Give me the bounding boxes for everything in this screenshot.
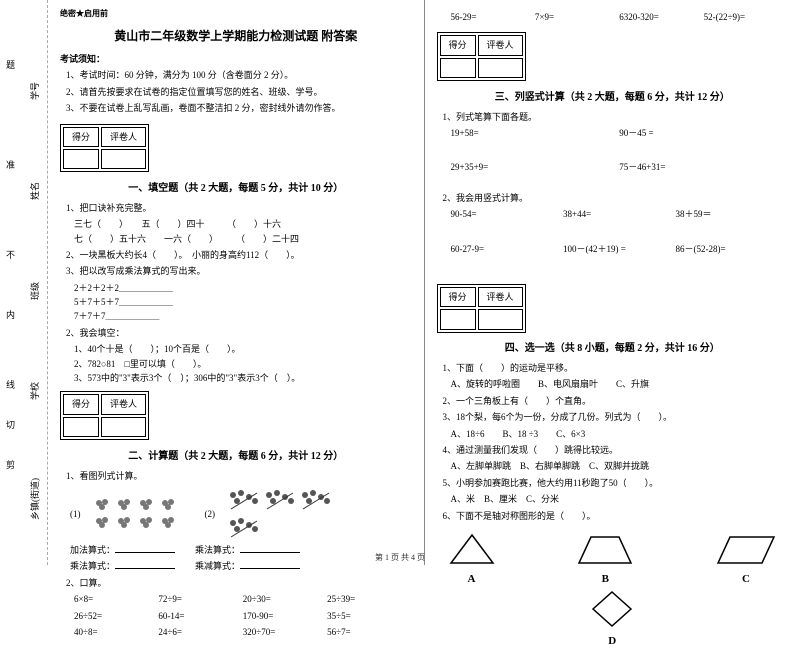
- bind-label-5: 乡镇(街道): [28, 478, 41, 520]
- section-3-title: 三、列竖式计算（共 2 大题，每题 6 分，共计 12 分）: [437, 90, 789, 106]
- exam-title: 黄山市二年级数学上学期能力检测试题 附答案: [60, 27, 412, 46]
- calc-r1: 6×8=72÷9=20÷30=25÷39=: [74, 592, 412, 606]
- score-box-2: 得分评卷人: [60, 391, 149, 440]
- top-calc: 56-29=7×9=6320-320=52-(22÷9)=: [451, 10, 789, 24]
- s1-eq2: 5＋7＋5＋7＿＿＿＿＿＿: [74, 295, 412, 309]
- bind-cut-7: 题: [4, 60, 17, 69]
- exam-page: 乡镇(街道) 学校 班级 姓名 学号 剪 切 线 内 不 准 题 绝密★启用前 …: [0, 0, 800, 565]
- section-2-title: 二、计算题（共 2 大题，每题 6 分，共计 12 分）: [60, 449, 412, 465]
- notice-head: 考试须知：: [60, 52, 412, 66]
- calc-r3: 40÷8=24÷6=320÷70=56÷7=: [74, 625, 412, 639]
- score-c1: 得分: [63, 127, 99, 147]
- img-lbl-2: (2): [205, 507, 216, 521]
- s4-q4: 4、通过测量我们发现（ ）跳得比较远。: [443, 443, 789, 457]
- bind-cut-6: 准: [4, 160, 17, 169]
- notice-2: 2、请首先按要求在试卷的指定位置填写您的姓名、班级、学号。: [66, 85, 412, 99]
- s2-q1: 1、看图列式计算。: [66, 469, 412, 483]
- bind-cut-4: 内: [4, 310, 17, 319]
- bind-label-2: 姓名: [28, 182, 41, 200]
- notice-1: 1、考试时间：60 分钟，满分为 100 分（含卷面分 2 分）。: [66, 68, 412, 82]
- s4-q5o: A、米 B、厘米 C、分米: [451, 492, 789, 506]
- bind-cut-2: 切: [4, 420, 17, 429]
- s4-q1: 1、下面（ ）的运动是平移。: [443, 361, 789, 375]
- bind-cut-3: 线: [4, 380, 17, 389]
- bind-label-1: 学号: [28, 82, 41, 100]
- s1-q1-3: 3、把以改写成乘法算式的写出来。: [66, 264, 412, 278]
- s1-eq3: 7＋7＋7＿＿＿＿＿＿: [74, 309, 412, 323]
- left-column: 绝密★启用前 黄山市二年级数学上学期能力检测试题 附答案 考试须知： 1、考试时…: [48, 0, 425, 565]
- branch-icon: [227, 487, 261, 513]
- score-blank: [63, 149, 99, 169]
- s1-q1-2: 2、一块黑板大约长4（ ）。 小丽的身高约112（ ）。: [66, 248, 412, 262]
- score-c2: 评卷人: [101, 127, 146, 147]
- image-row: (1) (2): [70, 487, 412, 541]
- bind-label-4: 学校: [28, 382, 41, 400]
- s2-q2: 2、口算。: [66, 576, 412, 590]
- calc-r2: 26÷52=60-14=170-90=35÷5=: [74, 609, 412, 623]
- score-box-3: 得分评卷人: [437, 32, 526, 81]
- bind-label-3: 班级: [28, 282, 41, 300]
- flowers-group-2: [227, 487, 357, 541]
- s1-q2: 2、我会填空：: [66, 326, 412, 340]
- bind-cut-1: 剪: [4, 460, 17, 469]
- page-footer: 第 1 页 共 4 页: [0, 552, 800, 563]
- s1-eq1: 2＋2＋2＋2＿＿＿＿＿＿: [74, 281, 412, 295]
- s4-q5: 5、小明参加赛跑比赛，他大约用11秒跑了50（ ）。: [443, 476, 789, 490]
- s4-q1o: A、旋转的呼啦圈 B、电风扇扇叶 C、升旗: [451, 377, 789, 391]
- s3-q2: 2、我会用竖式计算。: [443, 191, 789, 205]
- img-lbl-1: (1): [70, 507, 81, 521]
- bind-cut-5: 不: [4, 250, 17, 259]
- diamond-icon: [590, 589, 634, 629]
- section-4-title: 四、选一选（共 8 小题，每题 2 分，共计 16 分）: [437, 341, 789, 357]
- right-column: 56-29=7×9=6320-320=52-(22÷9)= 得分评卷人 三、列竖…: [425, 0, 800, 565]
- s4-q2: 2、一个三角板上有（ ）个直角。: [443, 394, 789, 408]
- s1-q1: 1、把口诀补充完整。: [66, 201, 412, 215]
- score-box-4: 得分评卷人: [437, 284, 526, 333]
- s4-q3: 3、18个梨，每6个为一份，分成了几份。列式为（ ）。: [443, 410, 789, 424]
- notice-3: 3、不要在试卷上乱写乱画，卷面不整洁扣 2 分，密封线外请勿作答。: [66, 101, 412, 115]
- s4-q3o: A、18÷6 B、18 ÷3 C、6×3: [451, 427, 789, 441]
- s1-q1a: 三七（ ） 五（ ）四十 （ ）十六: [74, 217, 412, 231]
- binding-margin: 乡镇(街道) 学校 班级 姓名 学号 剪 切 线 内 不 准 题: [0, 0, 48, 565]
- s1-q2b: 2、782○81 □里可以填（ ）。: [74, 357, 412, 371]
- flowers-group-1: [93, 497, 193, 531]
- secret-label: 绝密★启用前: [60, 8, 412, 21]
- columns: 绝密★启用前 黄山市二年级数学上学期能力检测试题 附答案 考试须知： 1、考试时…: [48, 0, 800, 565]
- s3-q1: 1、列式笔算下面各题。: [443, 110, 789, 124]
- s4-q6: 6、下面不是轴对称图形的是（ ）。: [443, 509, 789, 523]
- s1-q1b: 七（ ）五十六 一六（ ） （ ）二十四: [74, 232, 412, 246]
- s1-q2c: 3、573中的"3"表示3个（ ）；306中的"3"表示3个（ ）。: [74, 371, 412, 385]
- section-1-title: 一、填空题（共 2 大题，每题 5 分，共计 10 分）: [60, 181, 412, 197]
- s4-q4o: A、左脚单脚跳 B、右脚单脚跳 C、双脚并拢跳: [451, 459, 789, 473]
- flower-icon: [93, 497, 113, 513]
- score-box-1: 得分评卷人: [60, 124, 149, 173]
- shape-d: D: [437, 589, 789, 650]
- s1-q2a: 1、40个十是（ ）；10个百是（ ）。: [74, 342, 412, 356]
